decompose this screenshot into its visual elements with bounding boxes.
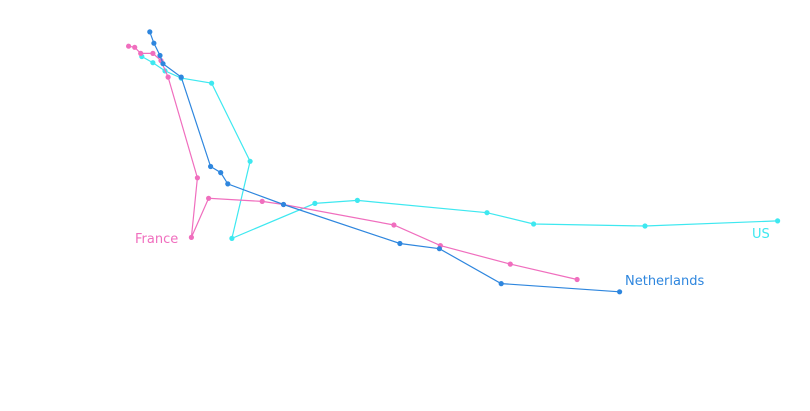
data-point-netherlands-11	[498, 281, 504, 287]
data-point-netherlands-3	[160, 61, 166, 67]
series-france	[126, 43, 580, 283]
data-point-netherlands-4	[178, 74, 184, 80]
data-point-netherlands-1	[151, 40, 157, 46]
data-point-france-0	[126, 43, 132, 49]
series-netherlands	[147, 29, 623, 295]
data-point-france-8	[206, 195, 212, 201]
data-point-us-8	[354, 197, 360, 203]
data-point-france-6	[194, 175, 200, 181]
series-label-netherlands: Netherlands	[625, 274, 704, 289]
series-line-france	[128, 45, 578, 281]
data-point-us-6	[229, 235, 235, 241]
data-point-us-7	[312, 200, 318, 206]
data-point-us-4	[209, 80, 215, 86]
series-line-netherlands	[149, 31, 620, 293]
data-point-us-1	[150, 60, 156, 66]
data-point-france-14	[574, 276, 580, 283]
data-point-us-10	[531, 221, 537, 227]
data-point-france-13	[507, 261, 513, 267]
series-layer	[126, 29, 781, 295]
series-label-us: US	[752, 227, 770, 242]
data-point-netherlands-8	[280, 201, 287, 208]
series-label-france: France	[135, 232, 178, 247]
data-point-us-11	[642, 223, 648, 229]
data-point-france-2	[138, 50, 144, 57]
data-point-us-9	[484, 210, 490, 216]
data-point-netherlands-7	[225, 181, 231, 187]
label-layer: Netherlands France US	[135, 227, 770, 289]
data-point-france-5	[165, 74, 171, 80]
data-point-us-12	[775, 218, 781, 224]
series-line-us	[141, 55, 778, 240]
data-point-netherlands-0	[147, 29, 153, 35]
data-point-netherlands-6	[218, 170, 224, 176]
data-point-netherlands-9	[397, 240, 403, 247]
data-point-netherlands-12	[617, 289, 623, 295]
data-point-netherlands-10	[436, 246, 442, 252]
data-point-france-3	[150, 50, 156, 57]
data-point-us-5	[247, 158, 253, 164]
data-point-france-7	[188, 234, 194, 240]
series-us	[139, 53, 781, 241]
data-point-france-1	[132, 44, 138, 50]
data-point-netherlands-5	[208, 163, 214, 170]
data-point-france-11	[391, 222, 397, 228]
data-point-netherlands-2	[157, 52, 163, 59]
data-point-france-9	[259, 198, 265, 204]
